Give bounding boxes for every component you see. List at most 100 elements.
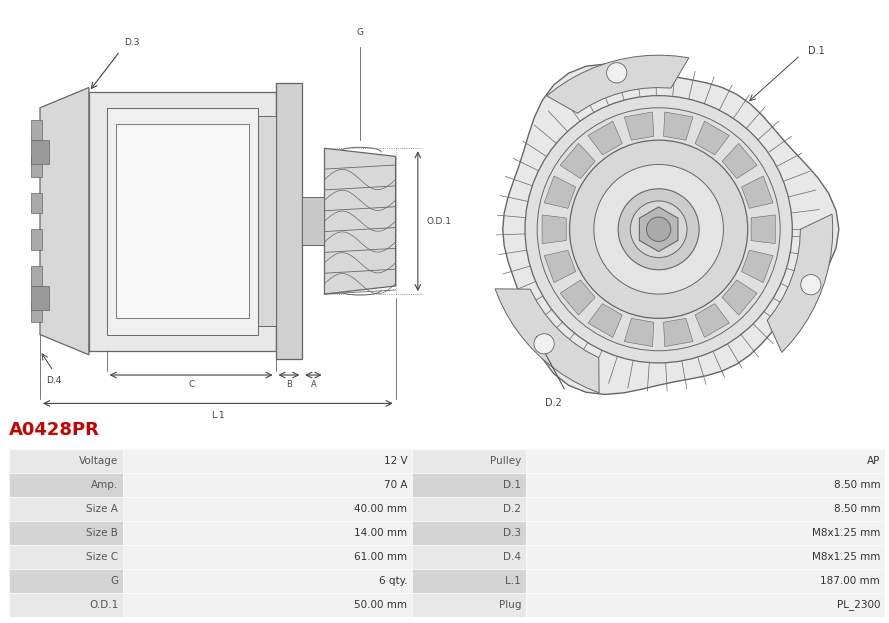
- Text: Amp.: Amp.: [91, 480, 118, 490]
- Bar: [525, 521, 885, 545]
- Text: M8x1.25 mm: M8x1.25 mm: [812, 528, 880, 538]
- Text: 8.50 mm: 8.50 mm: [834, 480, 880, 490]
- Polygon shape: [663, 318, 693, 346]
- Bar: [123, 545, 412, 569]
- Bar: [9, 545, 123, 569]
- Bar: [31, 193, 43, 213]
- Bar: [412, 521, 525, 545]
- Bar: [525, 497, 885, 521]
- Bar: [123, 592, 412, 617]
- Polygon shape: [741, 176, 773, 208]
- Text: Voltage: Voltage: [79, 455, 118, 465]
- Text: L.1: L.1: [211, 411, 225, 419]
- Circle shape: [646, 217, 671, 242]
- Circle shape: [801, 275, 821, 295]
- Text: C: C: [188, 380, 195, 389]
- Text: 61.00 mm: 61.00 mm: [354, 552, 407, 562]
- Polygon shape: [544, 176, 576, 208]
- Polygon shape: [588, 303, 622, 338]
- Polygon shape: [722, 143, 757, 179]
- Polygon shape: [695, 303, 729, 338]
- Circle shape: [525, 95, 792, 363]
- Bar: [123, 569, 412, 592]
- Text: Pulley: Pulley: [490, 455, 521, 465]
- Text: 70 A: 70 A: [384, 480, 407, 490]
- Polygon shape: [722, 280, 757, 315]
- Circle shape: [606, 63, 627, 83]
- Polygon shape: [695, 121, 729, 155]
- Text: O.D.1: O.D.1: [89, 600, 118, 610]
- Bar: [9, 449, 123, 473]
- Bar: [412, 473, 525, 497]
- Bar: [9, 592, 123, 617]
- Bar: [89, 92, 276, 351]
- Circle shape: [594, 164, 724, 294]
- Bar: [302, 197, 324, 245]
- Polygon shape: [624, 112, 653, 140]
- Bar: [31, 120, 43, 140]
- Text: A0428PR: A0428PR: [9, 421, 100, 439]
- Bar: [31, 265, 43, 286]
- Text: D.2: D.2: [545, 398, 562, 409]
- Text: 50.00 mm: 50.00 mm: [355, 600, 407, 610]
- Bar: [9, 569, 123, 592]
- Polygon shape: [544, 250, 576, 283]
- Bar: [123, 497, 412, 521]
- Text: G: G: [110, 576, 118, 586]
- Bar: [258, 116, 276, 326]
- Circle shape: [618, 189, 699, 270]
- Polygon shape: [751, 215, 775, 244]
- Text: 14.00 mm: 14.00 mm: [354, 528, 407, 538]
- Text: M8x1.25 mm: M8x1.25 mm: [812, 552, 880, 562]
- Polygon shape: [588, 121, 622, 155]
- Text: A: A: [310, 380, 316, 389]
- Polygon shape: [767, 214, 833, 353]
- Text: 187.00 mm: 187.00 mm: [821, 576, 880, 586]
- Bar: [412, 569, 525, 592]
- Text: 8.50 mm: 8.50 mm: [834, 503, 880, 513]
- Text: B: B: [286, 380, 292, 389]
- Text: 12 V: 12 V: [384, 455, 407, 465]
- Bar: [525, 569, 885, 592]
- Text: Size C: Size C: [86, 552, 118, 562]
- Bar: [412, 545, 525, 569]
- Bar: [31, 286, 49, 310]
- Polygon shape: [503, 64, 839, 394]
- Polygon shape: [324, 148, 396, 294]
- Polygon shape: [663, 112, 693, 140]
- Text: 40.00 mm: 40.00 mm: [355, 503, 407, 513]
- Text: D.1: D.1: [503, 480, 521, 490]
- Text: PL_2300: PL_2300: [837, 599, 880, 610]
- Circle shape: [534, 334, 554, 354]
- Text: O.D.1: O.D.1: [427, 217, 452, 226]
- Bar: [525, 545, 885, 569]
- Bar: [31, 302, 43, 323]
- Bar: [9, 521, 123, 545]
- Bar: [525, 592, 885, 617]
- Bar: [276, 83, 302, 359]
- Text: Size A: Size A: [86, 503, 118, 513]
- Bar: [123, 473, 412, 497]
- Text: G: G: [356, 28, 364, 37]
- Bar: [31, 156, 43, 177]
- Text: L.1: L.1: [506, 576, 521, 586]
- Text: AP: AP: [867, 455, 880, 465]
- Circle shape: [630, 201, 687, 258]
- Bar: [123, 449, 412, 473]
- Bar: [31, 229, 43, 250]
- Text: D.2: D.2: [503, 503, 521, 513]
- Bar: [31, 140, 49, 164]
- Bar: [116, 124, 249, 318]
- Bar: [9, 473, 123, 497]
- Text: Plug: Plug: [499, 600, 521, 610]
- Text: D.1: D.1: [808, 46, 825, 56]
- Polygon shape: [741, 250, 773, 283]
- Bar: [412, 497, 525, 521]
- Polygon shape: [560, 143, 595, 179]
- Polygon shape: [624, 318, 653, 346]
- Polygon shape: [560, 280, 595, 315]
- Text: D.4: D.4: [503, 552, 521, 562]
- Polygon shape: [547, 55, 689, 113]
- Polygon shape: [40, 88, 89, 355]
- Text: Size B: Size B: [86, 528, 118, 538]
